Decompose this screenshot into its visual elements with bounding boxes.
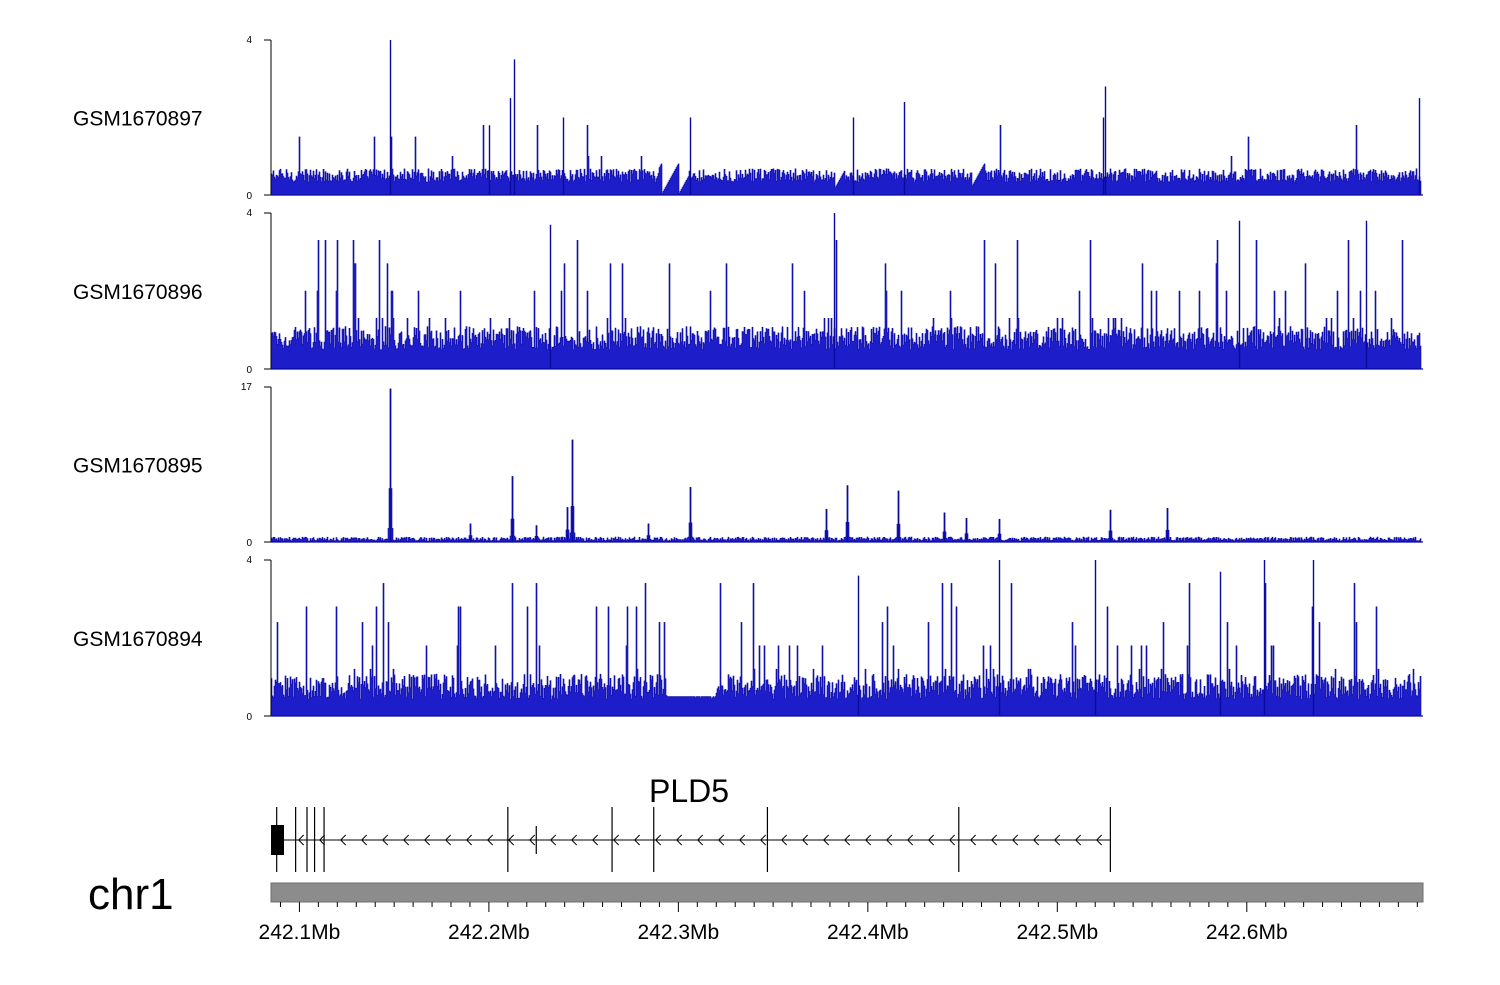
y-tick-label-zero: 0 [246, 712, 252, 723]
strand-arrow [549, 834, 557, 846]
strand-arrow [1032, 834, 1040, 846]
strand-arrow [444, 834, 452, 846]
strand-arrow [1095, 834, 1103, 846]
strand-arrow [948, 834, 956, 846]
coverage-tracks: 4 0 GSM1670897 4 0 GSM1670896 17 0 GSM1670895 4 0 G… [73, 35, 1423, 723]
strand-arrow [780, 834, 788, 846]
strand-arrow [969, 834, 977, 846]
y-tick-label-zero: 0 [246, 191, 252, 202]
strand-arrow [801, 834, 809, 846]
strand-arrow [381, 834, 389, 846]
track-label: GSM1670896 [73, 281, 203, 304]
x-tick-label: 242.6Mb [1206, 921, 1288, 944]
strand-arrow [759, 834, 767, 846]
coverage-area [270, 240, 1422, 370]
strand-arrow [528, 834, 536, 846]
strand-arrow [633, 834, 641, 846]
strand-arrow [843, 834, 851, 846]
coverage-area [270, 388, 1422, 543]
gene-label: PLD5 [649, 773, 729, 809]
strand-arrow [990, 834, 998, 846]
x-tick-label: 242.1Mb [259, 921, 341, 944]
track-label: GSM1670895 [73, 455, 203, 478]
strand-arrow [717, 834, 725, 846]
strand-arrow [1011, 834, 1019, 846]
x-tick-label: 242.2Mb [448, 921, 530, 944]
y-tick-label-max: 4 [246, 555, 252, 566]
strand-arrow [864, 834, 872, 846]
strand-arrow [591, 834, 599, 846]
strand-arrow [339, 834, 347, 846]
track-label: GSM1670894 [73, 628, 203, 651]
chromosome-bar [270, 882, 1424, 903]
strand-arrow [738, 834, 746, 846]
track-label: GSM1670897 [73, 108, 203, 131]
gene-model-track: PLD5 [271, 773, 1111, 872]
gene-exon-block [271, 825, 284, 855]
x-tick-label: 242.4Mb [827, 921, 909, 944]
strand-arrow [465, 834, 473, 846]
chromosome-axis: chr1 242.1Mb 242.2Mb 242.3Mb 242.4Mb 242.5Mb… [88, 870, 1424, 944]
strand-arrow [486, 834, 494, 846]
strand-arrow [822, 834, 830, 846]
strand-arrow [360, 834, 368, 846]
strand-arrow [402, 834, 410, 846]
y-tick-label-max: 17 [241, 382, 253, 393]
strand-arrow [297, 834, 305, 846]
strand-arrow [696, 834, 704, 846]
y-tick-label-zero: 0 [246, 538, 252, 549]
track-GSM1670897: 4 0 GSM1670897 [73, 35, 1423, 202]
strand-arrow [612, 834, 620, 846]
strand-arrow [675, 834, 683, 846]
x-tick-label: 242.5Mb [1016, 921, 1098, 944]
strand-arrow [906, 834, 914, 846]
track-GSM1670895: 17 0 GSM1670895 [73, 382, 1423, 549]
x-tick-label: 242.3Mb [638, 921, 720, 944]
strand-arrow [654, 834, 662, 846]
strand-arrow [885, 834, 893, 846]
strand-arrow [507, 834, 515, 846]
track-GSM1670894: 4 0 GSM1670894 [73, 555, 1423, 723]
y-tick-label-max: 4 [246, 35, 252, 46]
y-tick-label-zero: 0 [246, 365, 252, 376]
coverage-area [270, 583, 1422, 717]
strand-arrow [1053, 834, 1061, 846]
track-GSM1670896: 4 0 GSM1670896 [73, 208, 1423, 376]
chromosome-label: chr1 [88, 870, 174, 919]
strand-arrow [423, 834, 431, 846]
coverage-area [270, 125, 1422, 196]
strand-arrow [570, 834, 578, 846]
strand-arrow [318, 834, 326, 846]
strand-arrow [1074, 834, 1082, 846]
y-tick-label-max: 4 [246, 208, 252, 219]
strand-arrow [927, 834, 935, 846]
